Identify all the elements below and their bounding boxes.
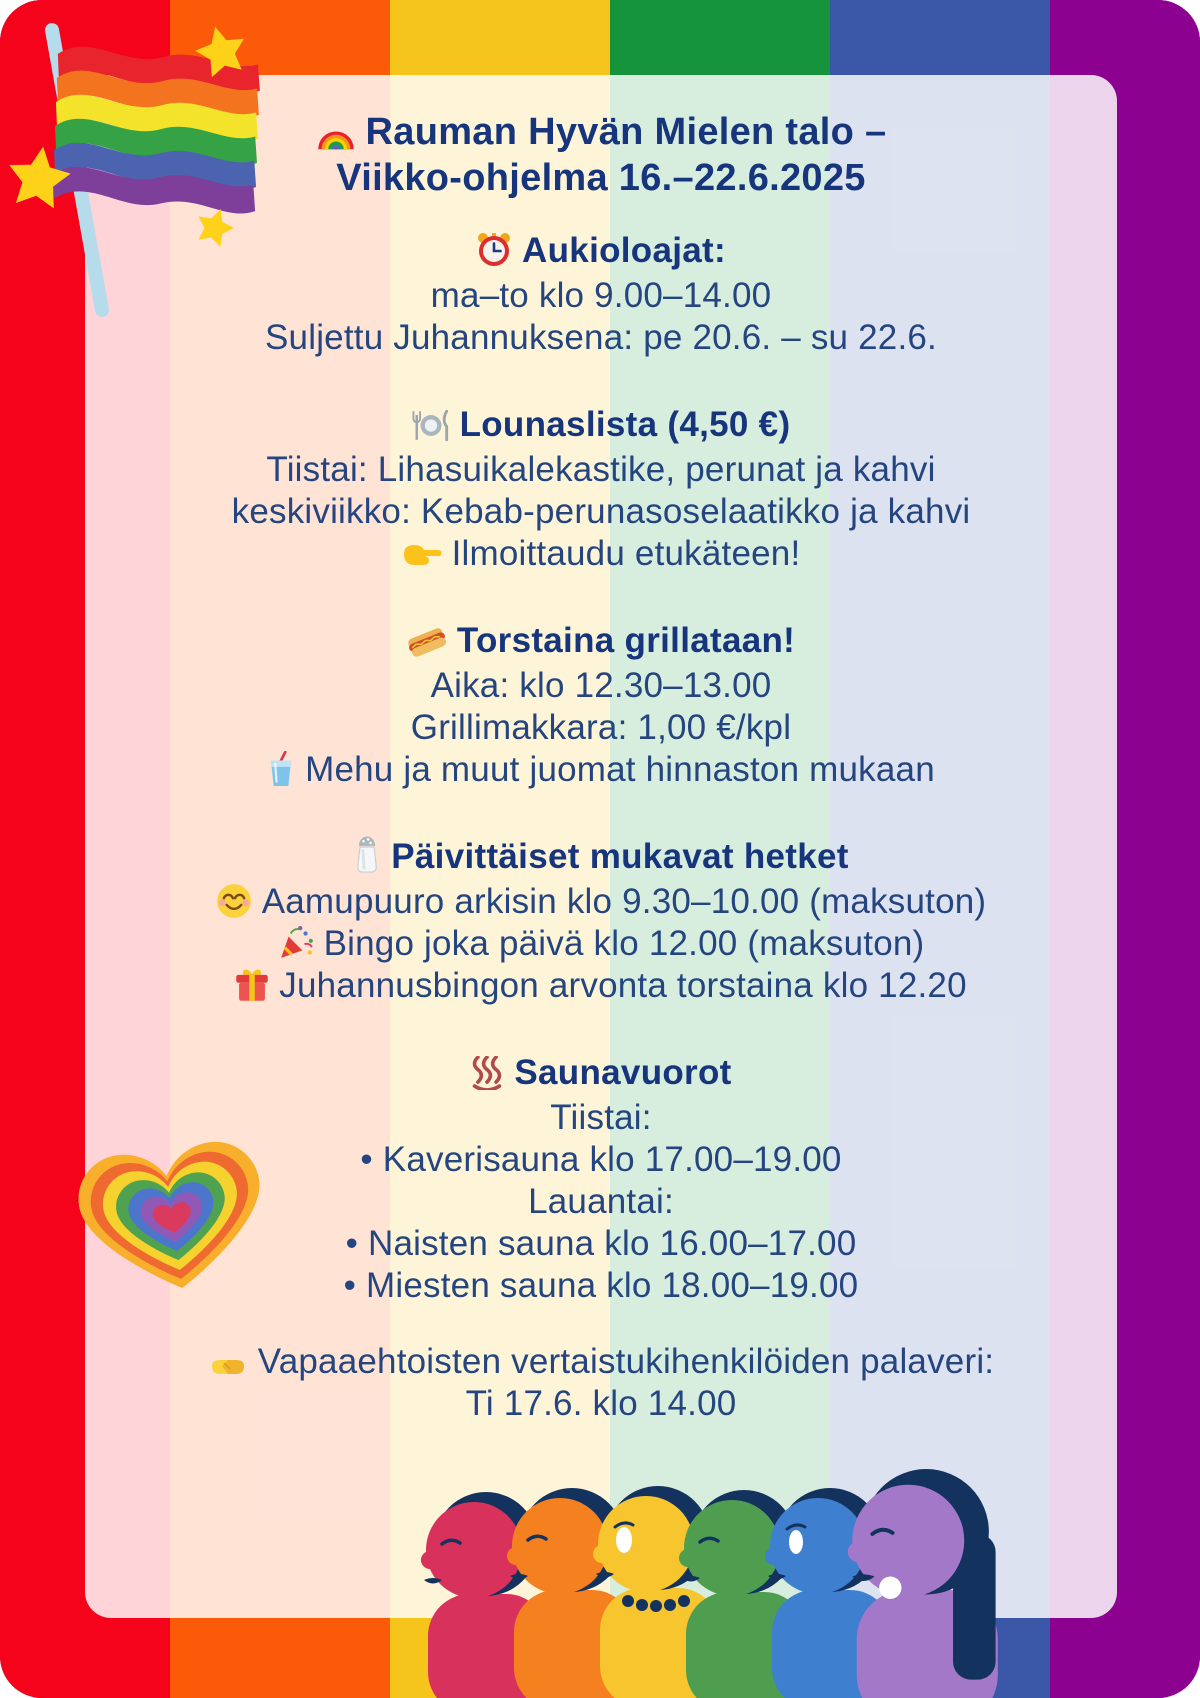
line-text: Aika: klo 12.30–13.00 (430, 666, 772, 705)
section-palaveri: Vapaaehtoisten vertaistukihenkilöiden pa… (85, 1341, 1117, 1425)
text-line: • Miesten sauna klo 18.00–19.00 (85, 1265, 1117, 1307)
yellow-star-small-icon (191, 203, 238, 249)
text-line: Bingo joka päivä klo 12.00 (maksuton) (85, 923, 1117, 965)
section-heading: Päivittäiset mukavat hetket (85, 833, 1117, 881)
line-text: ma–to klo 9.00–14.00 (430, 276, 772, 315)
line-text: • Naisten sauna klo 16.00–17.00 (345, 1224, 857, 1263)
section-heading: Torstaina grillataan! (85, 617, 1117, 665)
poster-title: Rauman Hyvän Mielen talo – Viikko-ohjelm… (85, 109, 1117, 201)
line-text: Vapaaehtoisten vertaistukihenkilöiden pa… (257, 1342, 995, 1381)
heading-text: Saunavuorot (514, 1053, 732, 1092)
section-heading: Aukioloajat: (85, 227, 1117, 275)
line-text: Aamupuuro arkisin klo 9.30–10.00 (maksut… (261, 882, 987, 921)
hot-dog-icon (407, 626, 447, 658)
text-line: Juhannusbingon arvonta torstaina klo 12.… (85, 965, 1117, 1007)
rainbow-icon (316, 124, 356, 150)
title-line-1: Rauman Hyvän Mielen talo – (365, 111, 887, 153)
heading-text: Aukioloajat: (522, 231, 726, 270)
line-text: Ti 17.6. klo 14.00 (465, 1384, 737, 1423)
text-line: Grillimakkara: 1,00 €/kpl (85, 707, 1117, 749)
text-line: Vapaaehtoisten vertaistukihenkilöiden pa… (85, 1341, 1117, 1383)
yellow-star-top-icon (191, 21, 251, 80)
heading-text: Päivittäiset mukavat hetket (391, 837, 849, 876)
text-line: Tiistai: Lihasuikalekastike, perunat ja … (85, 449, 1117, 491)
handshake-icon (208, 1353, 248, 1379)
section-paivittaiset: Päivittäiset mukavat hetket Aamupuuro ar… (85, 833, 1117, 1007)
section-heading: Saunavuorot (85, 1049, 1117, 1097)
line-text: Bingo joka päivä klo 12.00 (maksuton) (323, 924, 925, 963)
text-line: • Naisten sauna klo 16.00–17.00 (85, 1223, 1117, 1265)
section-grillataan: Torstaina grillataan! Aika: klo 12.30–13… (85, 617, 1117, 791)
line-text: Tiistai: Lihasuikalekastike, perunat ja … (266, 450, 936, 489)
line-text: Juhannusbingon arvonta torstaina klo 12.… (279, 966, 967, 1005)
text-line: Ilmoittaudu etukäteen! (85, 533, 1117, 575)
text-line: Aamupuuro arkisin klo 9.30–10.00 (maksut… (85, 881, 1117, 923)
content-card (85, 75, 1117, 1618)
heading-text: Torstaina grillataan! (456, 621, 796, 660)
salt-shaker-icon (353, 834, 381, 874)
text-line: keskiviikko: Kebab-perunasoselaatikko ja… (85, 491, 1117, 533)
smiling-face-icon (216, 883, 252, 919)
text-line: Ti 17.6. klo 14.00 (85, 1383, 1117, 1425)
pointing-hand-icon (402, 541, 442, 571)
text-line: Suljettu Juhannuksena: pe 20.6. – su 22.… (85, 317, 1117, 359)
line-text: Grillimakkara: 1,00 €/kpl (410, 708, 792, 747)
text-line: • Kaverisauna klo 17.00–19.00 (85, 1139, 1117, 1181)
cup-with-straw-icon (267, 750, 295, 787)
section-heading: Lounaslista (4,50 €) (85, 401, 1117, 449)
party-popper-icon (278, 925, 314, 961)
gift-icon (235, 967, 269, 1003)
alarm-clock-icon (476, 232, 512, 268)
line-text: • Kaverisauna klo 17.00–19.00 (360, 1140, 842, 1179)
heading-text: Lounaslista (4,50 €) (459, 405, 791, 444)
poster-content: Rauman Hyvän Mielen talo – Viikko-ohjelm… (85, 75, 1117, 1425)
line-text: keskiviikko: Kebab-perunasoselaatikko ja… (231, 492, 971, 531)
text-line: Aika: klo 12.30–13.00 (85, 665, 1117, 707)
line-text: Suljettu Juhannuksena: pe 20.6. – su 22.… (265, 318, 937, 357)
line-text: • Miesten sauna klo 18.00–19.00 (343, 1266, 859, 1305)
line-text: Tiistai: (550, 1098, 652, 1137)
text-line: Tiistai: (85, 1097, 1117, 1139)
rainbow-people-illustration (412, 1438, 1012, 1698)
line-text: Ilmoittaudu etukäteen! (451, 534, 801, 573)
hot-springs-icon (470, 1055, 504, 1092)
yellow-star-left-icon (4, 142, 74, 210)
fork-and-knife-with-plate-icon (412, 409, 450, 442)
text-line: Lauantai: (85, 1181, 1117, 1223)
title-line-2: Viikko-ohjelma 16.–22.6.2025 (336, 157, 866, 199)
line-text: Mehu ja muut juomat hinnaston mukaan (305, 750, 935, 789)
section-aukioloajat: Aukioloajat: ma–to klo 9.00–14.00 Suljet… (85, 227, 1117, 359)
line-text: Lauantai: (528, 1182, 674, 1221)
rainbow-heart-illustration (72, 1134, 273, 1308)
text-line: ma–to klo 9.00–14.00 (85, 275, 1117, 317)
rainbow-flag-illustration (16, 20, 276, 320)
text-line: Mehu ja muut juomat hinnaston mukaan (85, 749, 1117, 791)
section-saunavuorot: Saunavuorot Tiistai: • Kaverisauna klo 1… (85, 1049, 1117, 1307)
section-lounaslista: Lounaslista (4,50 €) Tiistai: Lihasuikal… (85, 401, 1117, 575)
